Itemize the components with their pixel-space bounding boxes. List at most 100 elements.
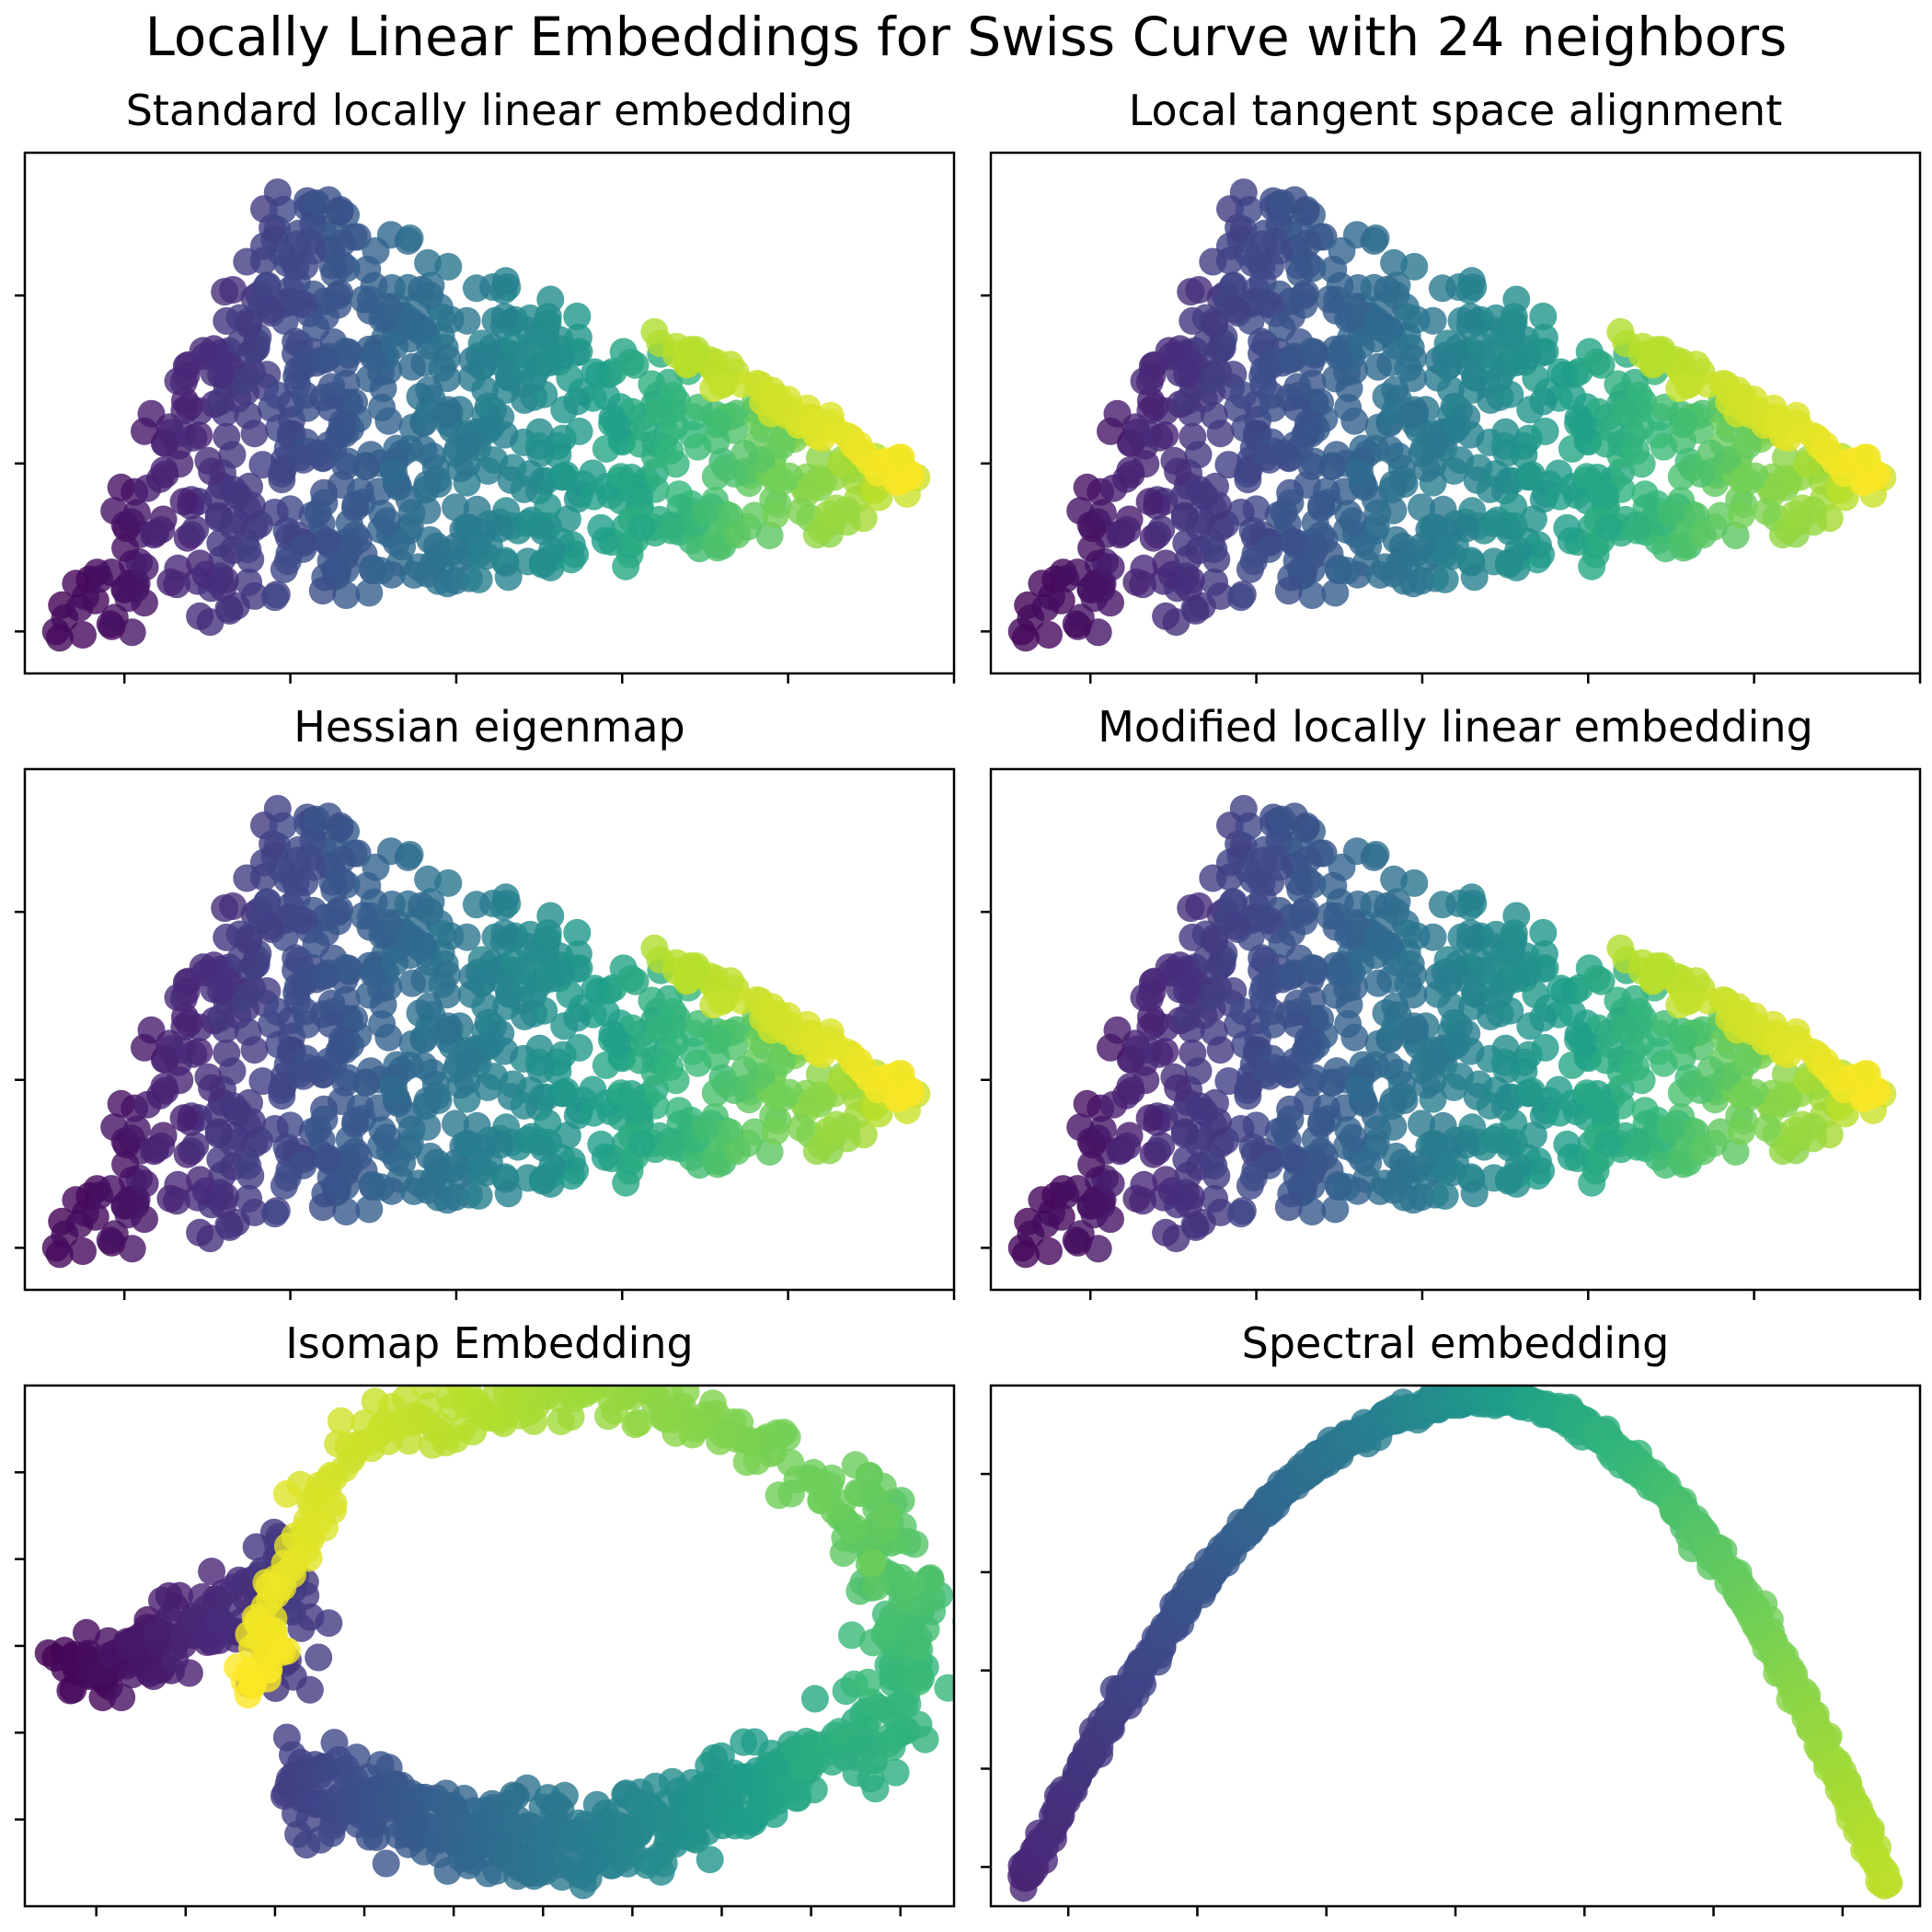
- data-point: [1723, 399, 1752, 428]
- data-point: [1268, 930, 1296, 959]
- data-point: [1624, 1133, 1651, 1161]
- data-point: [893, 1690, 922, 1719]
- data-point: [1239, 249, 1268, 277]
- data-point: [416, 1143, 444, 1170]
- data-point: [1347, 948, 1375, 976]
- data-point: [1604, 370, 1632, 398]
- data-point: [534, 492, 562, 521]
- data-point: [1268, 189, 1296, 217]
- data-point: [413, 559, 442, 588]
- data-point: [813, 1738, 842, 1766]
- data-point: [1501, 349, 1530, 377]
- data-point: [887, 443, 915, 472]
- data-point: [466, 540, 493, 569]
- data-point: [318, 868, 347, 896]
- panel-title: Hessian eigenmap: [293, 702, 685, 752]
- data-point: [552, 461, 581, 489]
- data-point: [898, 1570, 926, 1599]
- data-point: [308, 577, 337, 605]
- data-point: [1587, 351, 1616, 379]
- data-point: [208, 545, 236, 573]
- data-point: [1184, 1129, 1213, 1157]
- data-point: [1531, 417, 1559, 445]
- data-point: [720, 1076, 749, 1104]
- data-point: [1340, 1023, 1369, 1052]
- data-point: [346, 1094, 374, 1121]
- data-point: [107, 473, 135, 501]
- data-point: [398, 352, 426, 381]
- data-point: [1301, 535, 1329, 563]
- data-point: [151, 1045, 179, 1074]
- data-point: [351, 1068, 380, 1097]
- data-point: [413, 1176, 442, 1204]
- data-point: [1399, 364, 1428, 393]
- data-point: [627, 1130, 656, 1158]
- data-point: [1174, 1161, 1202, 1190]
- data-point: [1222, 912, 1250, 940]
- data-point: [211, 1182, 239, 1211]
- data-point: [1292, 198, 1320, 226]
- panel-title: Spectral embedding: [1242, 1318, 1670, 1368]
- data-point: [1239, 866, 1268, 893]
- data-point: [256, 912, 284, 940]
- data-point: [133, 1090, 162, 1119]
- data-point: [327, 1407, 355, 1435]
- data-point: [1432, 540, 1459, 569]
- data-point: [494, 563, 523, 592]
- data-point: [810, 1083, 837, 1111]
- data-point: [603, 1028, 631, 1056]
- data-point: [490, 303, 519, 331]
- data-point: [1270, 439, 1298, 467]
- data-point: [1557, 526, 1585, 555]
- data-point: [1707, 501, 1735, 530]
- data-point: [702, 1146, 730, 1175]
- data-point: [236, 1088, 263, 1117]
- data-point: [175, 1009, 203, 1038]
- data-point: [1155, 337, 1183, 365]
- data-point: [380, 1075, 408, 1103]
- data-point: [1164, 457, 1192, 486]
- data-point: [556, 981, 584, 1009]
- data-point: [446, 454, 475, 483]
- data-point: [1466, 947, 1494, 975]
- data-point: [732, 1448, 761, 1477]
- data-point: [1312, 477, 1340, 505]
- data-point: [62, 1186, 90, 1214]
- data-point: [310, 1105, 339, 1133]
- data-point: [355, 981, 384, 1009]
- data-point: [534, 303, 562, 331]
- data-point: [350, 285, 378, 314]
- data-point: [414, 248, 443, 277]
- data-point: [1382, 1143, 1410, 1170]
- data-point: [626, 430, 654, 458]
- data-point: [1379, 1112, 1408, 1141]
- data-point: [912, 1616, 940, 1643]
- data-point: [133, 474, 162, 502]
- data-point: [1274, 577, 1303, 605]
- data-point: [413, 1112, 442, 1141]
- data-point: [1707, 1118, 1735, 1146]
- data-point: [1504, 1153, 1533, 1181]
- data-point: [253, 361, 282, 389]
- data-point: [1099, 474, 1128, 502]
- data-point: [1378, 1092, 1407, 1121]
- data-point: [1028, 1186, 1056, 1214]
- data-point: [661, 450, 690, 478]
- data-point: [328, 229, 356, 258]
- data-point: [904, 1667, 933, 1696]
- data-point: [467, 946, 496, 974]
- data-point: [324, 907, 352, 936]
- data-point: [272, 1479, 301, 1508]
- data-point: [380, 458, 408, 487]
- data-point: [98, 1175, 126, 1203]
- data-point: [1362, 224, 1390, 252]
- data-point: [1333, 1173, 1361, 1202]
- data-point: [612, 552, 640, 581]
- data-point: [1279, 1144, 1306, 1172]
- data-point: [263, 795, 292, 822]
- data-point: [1276, 489, 1305, 517]
- data-point: [845, 431, 873, 459]
- data-point: [534, 1109, 562, 1137]
- data-point: [1578, 552, 1606, 581]
- data-point: [131, 1169, 159, 1198]
